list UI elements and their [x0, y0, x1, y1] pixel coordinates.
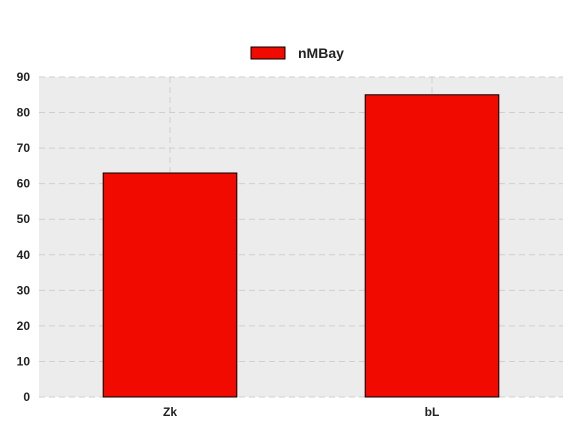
x-tick-label: Zk	[163, 405, 177, 419]
bar	[364, 94, 500, 398]
y-tick-label: 60	[17, 177, 31, 191]
y-tick-label: 90	[17, 70, 31, 84]
bars	[102, 94, 500, 398]
bar	[102, 172, 238, 398]
legend-swatch	[250, 46, 286, 60]
y-tick-label: 30	[17, 283, 31, 297]
y-tick-label: 50	[17, 212, 31, 226]
x-axis-ticks: Zk bL	[163, 405, 439, 419]
y-tick-label: 10	[17, 354, 31, 368]
grid-lines	[39, 76, 563, 398]
y-tick-label: 40	[17, 248, 31, 262]
y-tick-label: 70	[17, 141, 31, 155]
x-tick-label: bL	[425, 405, 440, 419]
y-tick-label: 80	[17, 106, 31, 120]
y-axis-ticks: 0 10 20 30 40 50 60 70 80 90	[17, 70, 31, 404]
y-tick-label: 0	[23, 390, 30, 404]
y-tick-label: 20	[17, 319, 31, 333]
legend: nMBay	[250, 45, 344, 61]
legend-label: nMBay	[298, 45, 344, 61]
